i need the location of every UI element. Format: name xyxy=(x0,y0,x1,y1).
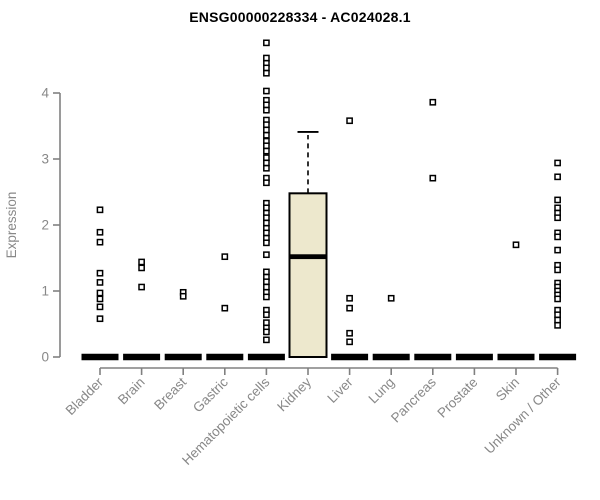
outlier-point xyxy=(263,147,270,155)
outlier-point xyxy=(96,228,104,236)
outlier-point xyxy=(263,126,270,134)
outlier-point xyxy=(96,238,104,246)
outlier-point xyxy=(429,98,437,106)
outlier-point xyxy=(554,233,561,241)
outlier-point xyxy=(138,264,145,272)
outlier-point xyxy=(554,316,561,324)
outlier-point xyxy=(263,87,270,95)
y-axis-tick-label: 4 xyxy=(41,86,49,101)
outlier-point xyxy=(263,328,270,336)
outlier-point xyxy=(263,239,270,247)
x-axis-category-label: Pancreas xyxy=(388,374,439,425)
x-axis-category-label: Skin xyxy=(493,375,522,404)
outlier-point xyxy=(263,336,270,344)
y-axis-tick-label: 0 xyxy=(41,350,49,365)
y-axis-tick-label: 3 xyxy=(41,152,49,167)
x-axis-category-label: Liver xyxy=(324,374,356,406)
outlier-point xyxy=(96,289,104,297)
outlier-point xyxy=(346,338,353,346)
outlier-point xyxy=(138,283,145,291)
outlier-point xyxy=(179,292,187,300)
zero-box-skin xyxy=(497,353,535,361)
outlier-point xyxy=(554,266,561,274)
x-axis-category-label: Lung xyxy=(365,375,397,407)
y-axis-tick-label: 2 xyxy=(41,218,49,233)
zero-box-hematopoietic-cells xyxy=(247,353,285,361)
outlier-point xyxy=(263,101,270,109)
outlier-point xyxy=(387,294,395,302)
outlier-point xyxy=(263,164,270,172)
median-line-kidney xyxy=(289,254,327,260)
outlier-point xyxy=(263,219,270,227)
zero-box-unknown-other xyxy=(539,353,577,361)
outlier-point xyxy=(263,154,270,162)
zero-box-gastric xyxy=(206,353,244,361)
outlier-point xyxy=(96,269,104,277)
x-axis-category-label: Breast xyxy=(151,374,189,412)
x-axis-category-label: Gastric xyxy=(190,374,231,415)
outlier-point xyxy=(263,268,270,276)
outlier-point xyxy=(346,304,353,312)
outlier-point xyxy=(554,173,561,181)
zero-box-liver xyxy=(331,353,369,361)
outlier-point xyxy=(554,311,561,319)
y-axis-tick-label: 1 xyxy=(41,284,49,299)
outlier-point xyxy=(96,303,104,311)
outlier-point xyxy=(263,278,270,286)
outlier-point xyxy=(96,295,104,303)
outlier-point xyxy=(554,246,561,254)
outlier-point xyxy=(96,206,104,214)
outlier-point xyxy=(263,64,270,72)
y-axis-title: Expression xyxy=(4,192,19,259)
outlier-point xyxy=(263,204,270,212)
outlier-point xyxy=(263,179,270,187)
zero-box-prostate xyxy=(455,353,493,361)
outlier-point xyxy=(263,251,270,259)
outlier-point xyxy=(554,321,561,329)
zero-box-pancreas xyxy=(414,353,452,361)
x-axis-category-label: Brain xyxy=(115,375,148,408)
outlier-point xyxy=(263,54,270,62)
zero-box-breast xyxy=(164,353,202,361)
outlier-point xyxy=(263,214,270,222)
outlier-point xyxy=(346,117,353,125)
outlier-point xyxy=(263,229,270,237)
outlier-point xyxy=(263,283,270,291)
outlier-point xyxy=(263,319,270,327)
outlier-point xyxy=(263,293,270,301)
x-axis-category-label: Prostate xyxy=(434,375,480,421)
outlier-point xyxy=(221,253,229,261)
outlier-point xyxy=(263,106,270,114)
outlier-point xyxy=(554,159,561,167)
outlier-point xyxy=(263,131,270,139)
outlier-point xyxy=(346,329,353,337)
box-kidney xyxy=(288,192,328,358)
zero-box-brain xyxy=(123,353,161,361)
zero-box-lung xyxy=(372,353,410,361)
x-axis-category-label: Bladder xyxy=(63,374,107,418)
outlier-point xyxy=(263,39,270,47)
outlier-point xyxy=(554,295,561,303)
outlier-point xyxy=(263,311,270,319)
chart-title: ENSG00000228334 - AC024028.1 xyxy=(189,9,411,25)
outlier-point xyxy=(221,304,229,312)
outlier-point xyxy=(554,214,561,222)
outlier-point xyxy=(554,196,561,204)
outlier-point xyxy=(429,174,437,182)
outlier-point xyxy=(96,315,104,323)
outlier-point xyxy=(512,241,520,249)
x-axis-category-label: Kidney xyxy=(274,374,314,414)
outlier-point xyxy=(96,279,104,286)
outlier-point xyxy=(554,204,561,212)
outlier-point xyxy=(263,69,270,77)
outlier-point xyxy=(263,121,270,129)
outlier-point xyxy=(263,159,270,167)
outlier-point xyxy=(263,142,270,150)
x-axis-category-label: Unknown / Other xyxy=(481,374,564,457)
outlier-point xyxy=(138,258,145,266)
outlier-point xyxy=(346,294,353,302)
zero-box-bladder xyxy=(81,353,119,361)
